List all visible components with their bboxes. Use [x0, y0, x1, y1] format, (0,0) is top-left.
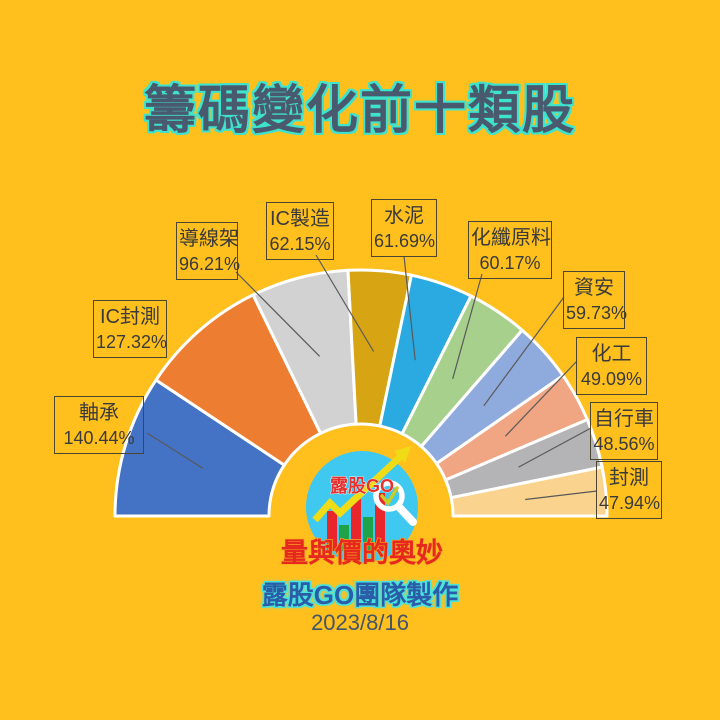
credit-line: 露股GO團隊製作 — [261, 580, 459, 610]
chart-callout-5: 水泥 61.69% — [371, 199, 437, 257]
logo-magnifier-icon — [373, 480, 405, 512]
callout-name: 導線架 — [179, 228, 239, 250]
chart-callout-7: 資安 59.73% — [563, 271, 628, 329]
logo-check-icon — [380, 486, 399, 506]
pie-segment — [449, 465, 609, 518]
chart-callout-6: 化纖原料 60.17% — [468, 221, 552, 279]
callout-name: IC封測 — [100, 306, 160, 328]
leader-line — [525, 490, 598, 501]
callout-value: 96.21% — [179, 254, 241, 274]
leader-line — [483, 296, 565, 407]
leader-line — [235, 271, 321, 357]
logo-bars-icon — [327, 511, 337, 551]
callout-name: 自行車 — [594, 408, 654, 430]
chart-callout-8: 化工 49.09% — [576, 337, 647, 395]
logo-magnifier-handle — [395, 503, 417, 526]
callout-name: IC製造 — [270, 208, 330, 230]
callout-name: 化纖原料 — [471, 227, 551, 249]
callout-value: 62.15% — [269, 234, 331, 254]
pie-segment — [113, 378, 286, 518]
leader-line — [315, 254, 375, 352]
chart-callout-10: 封測 47.94% — [596, 461, 662, 519]
leader-line — [452, 273, 483, 379]
callout-value: 127.32% — [96, 332, 168, 352]
chart-callout-4: IC製造 62.15% — [266, 202, 334, 260]
chart-callout-1: 軸承 140.44% — [54, 396, 144, 454]
callout-name: 封測 — [609, 467, 649, 489]
callout-value: 49.09% — [580, 369, 643, 389]
logo-bars-icon — [375, 493, 385, 551]
callout-value: 47.94% — [599, 493, 661, 513]
logo-arrowhead-icon — [394, 446, 411, 463]
logo-bars-icon — [363, 517, 373, 551]
logo-bars-icon — [351, 499, 361, 551]
callout-value: 140.44% — [63, 428, 135, 448]
logo-brand-text: 露股GO — [330, 476, 394, 496]
callout-value: 59.73% — [566, 303, 628, 323]
logo-bars-icon — [339, 525, 349, 551]
leader-line — [518, 427, 592, 468]
logo-slogan: 量與價的奧妙 — [281, 537, 443, 568]
callout-name: 水泥 — [384, 205, 424, 227]
callout-value: 48.56% — [593, 434, 655, 454]
leader-line — [403, 255, 416, 361]
leader-line — [504, 360, 578, 437]
callout-name: 軸承 — [79, 402, 119, 424]
callout-name: 化工 — [591, 343, 632, 365]
callout-value: 61.69% — [374, 231, 436, 251]
callout-value: 60.17% — [479, 253, 541, 273]
callout-name: 資安 — [574, 277, 614, 299]
page-title: 籌碼變化前十類股 — [143, 82, 576, 140]
date-line: 2023/8/16 — [311, 610, 409, 635]
chart-callout-9: 自行車 48.56% — [590, 402, 658, 460]
chart-callout-2: IC封測 127.32% — [93, 300, 167, 358]
chart-callout-3: 導線架 96.21% — [176, 222, 241, 280]
leader-line — [146, 432, 204, 469]
logo-trend-arrow-icon — [312, 454, 403, 523]
